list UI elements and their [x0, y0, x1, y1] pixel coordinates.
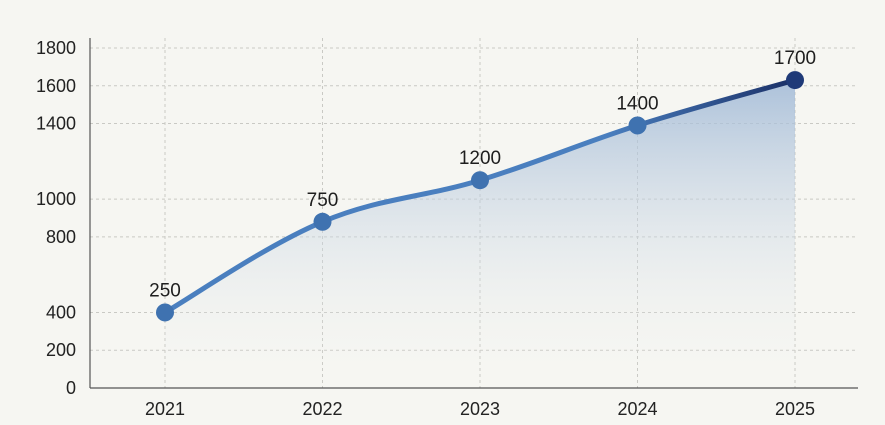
- y-tick-label: 1400: [36, 114, 76, 134]
- y-tick-label: 1800: [36, 38, 76, 58]
- y-tick-label: 200: [46, 340, 76, 360]
- data-points: [156, 71, 804, 322]
- x-tick-label: 2022: [302, 399, 342, 418]
- data-point-2021: [156, 303, 174, 322]
- y-tick-label: 800: [46, 227, 76, 247]
- data-point-2022: [313, 212, 332, 231]
- data-point-2024: [628, 116, 647, 135]
- y-tick-label: 400: [46, 302, 76, 322]
- data-label-2021: 250: [149, 280, 181, 301]
- y-tick-label: 1000: [36, 189, 76, 209]
- data-label-2025: 1700: [774, 48, 816, 69]
- x-tick-label: 2023: [460, 399, 500, 418]
- data-label-2023: 1200: [459, 148, 501, 169]
- x-tick-label: 2025: [775, 399, 815, 418]
- data-label-2024: 1400: [616, 93, 658, 114]
- y-axis-ticks: 0 200 400 800 1000 1400 1600 1800: [36, 38, 76, 398]
- data-point-2023: [471, 171, 489, 190]
- line-area-chart: 250 750 1200 1400 1700 0 200 400 800 1000 1400 160…: [36, 38, 858, 418]
- series-area: [165, 80, 795, 388]
- data-labels: 250 750 1200 1400 1700: [149, 48, 816, 301]
- data-point-2025: [786, 71, 804, 90]
- axes: [89, 38, 858, 389]
- x-axis-ticks: 2021 2022 2023 2024 2025: [145, 399, 815, 418]
- x-tick-label: 2024: [617, 399, 657, 418]
- y-tick-label: 0: [66, 378, 76, 398]
- area-fill: [165, 80, 795, 388]
- y-tick-label: 1600: [36, 76, 76, 96]
- data-label-2022: 750: [307, 190, 339, 211]
- x-tick-label: 2021: [145, 399, 185, 418]
- chart-container: 250 750 1200 1400 1700 0 200 400 800 1000 1400 160…: [8, 8, 876, 418]
